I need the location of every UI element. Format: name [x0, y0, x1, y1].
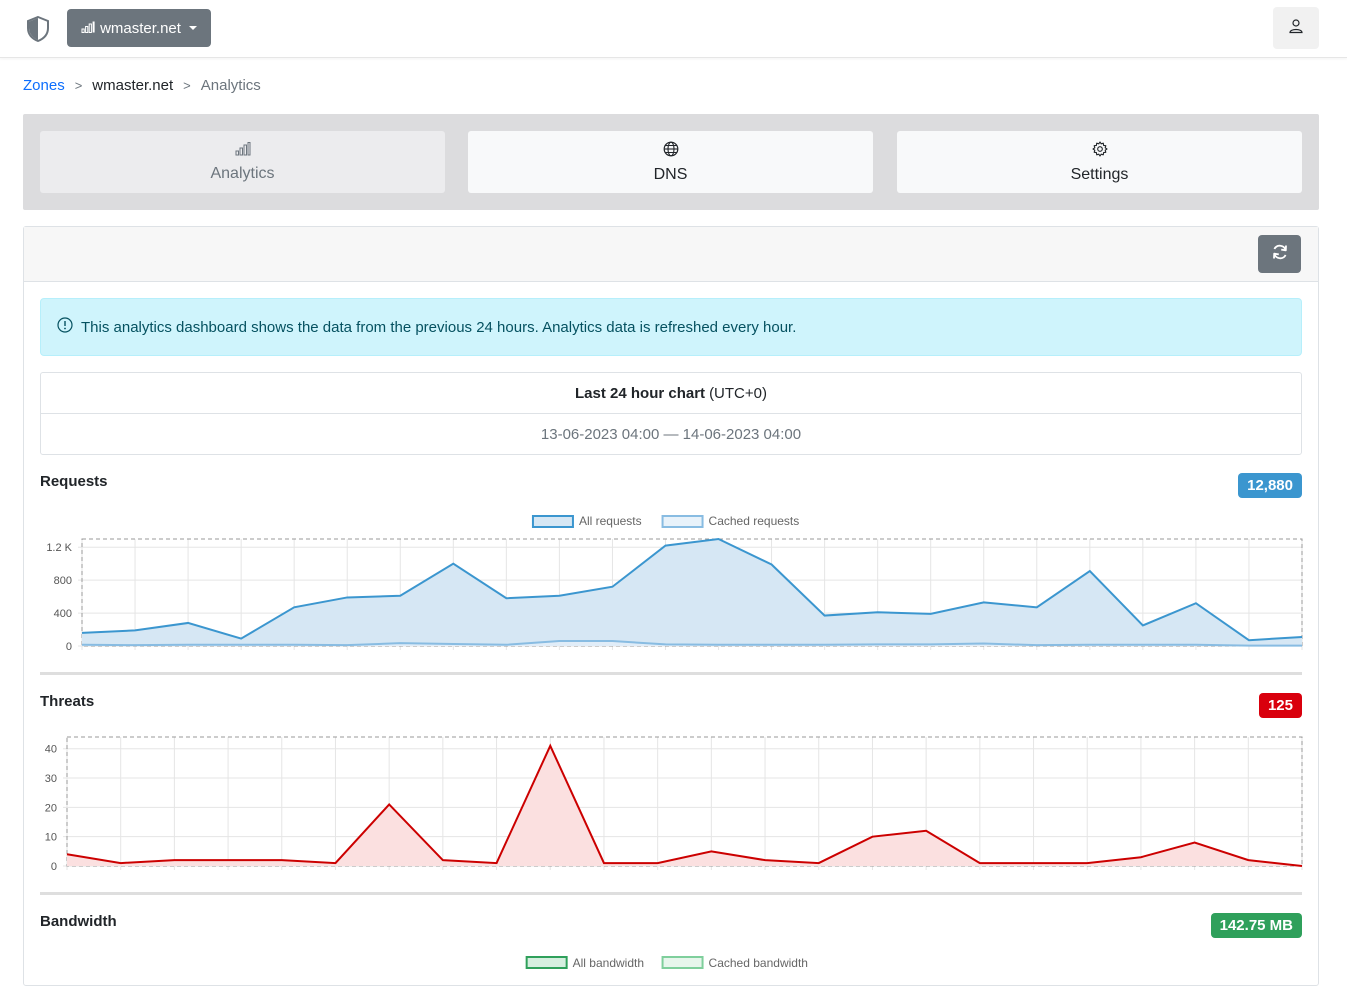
refresh-button[interactable]: [1258, 235, 1301, 273]
threats-title: Threats: [40, 693, 95, 710]
globe-icon: [663, 141, 679, 162]
y-tick-label: 40: [45, 744, 57, 756]
analytics-card: This analytics dashboard shows the data …: [23, 226, 1319, 986]
caret-down-icon: [188, 26, 197, 30]
threats-total-badge: 125: [1258, 693, 1302, 718]
legend-label: Cached requests: [709, 514, 800, 528]
requests-chart: All requests Cached requests 0 400 800 1.2 K: [46, 514, 1303, 653]
tab-dns-label: DNS: [653, 165, 688, 183]
section-divider: [40, 672, 1302, 675]
breadcrumb-zones-link[interactable]: Zones: [23, 77, 65, 94]
navbar: wmaster.net: [0, 0, 1347, 58]
series-area-0: [67, 745, 1302, 866]
range-timezone: (UTC+0): [709, 384, 767, 402]
breadcrumb-separator: >: [74, 78, 83, 93]
date-range-box: Last 24 hour chart (UTC+0) 13-06-2023 04…: [40, 372, 1302, 455]
bar-chart-icon: [235, 141, 251, 161]
signal-bars-icon: [81, 20, 95, 37]
breadcrumb-current: Analytics: [200, 77, 261, 94]
tab-dns[interactable]: DNS: [468, 131, 873, 193]
info-alert-text: This analytics dashboard shows the data …: [81, 318, 797, 336]
user-menu-button[interactable]: [1273, 7, 1319, 49]
zone-tabs: Analytics DNS Settings: [23, 114, 1319, 210]
series-area-0: [82, 539, 1302, 646]
zone-selector-button[interactable]: wmaster.net: [67, 9, 211, 47]
user-icon: [1288, 18, 1304, 39]
y-tick-label: 1.2 K: [46, 542, 72, 554]
legend-label: Cached bandwidth: [709, 956, 808, 970]
breadcrumb-separator: >: [183, 78, 191, 93]
y-tick-label: 800: [54, 575, 72, 587]
card-header: [24, 227, 1318, 282]
legend-swatch-cached: [661, 956, 704, 969]
section-divider: [40, 892, 1302, 895]
y-tick-label: 30: [45, 773, 57, 785]
bandwidth-chart: All bandwidth Cached bandwidth: [525, 956, 808, 970]
legend-swatch-all: [531, 515, 574, 528]
series-line-0: [66, 743, 1303, 867]
y-tick-label: 400: [54, 608, 72, 620]
bandwidth-total-badge: 142.75 MB: [1210, 913, 1302, 938]
legend-label: All requests: [579, 514, 642, 528]
requests-title: Requests: [40, 473, 108, 490]
legend-swatch-all: [525, 956, 568, 969]
y-tick-label: 20: [45, 802, 57, 814]
y-tick-label: 10: [45, 832, 57, 844]
tab-settings[interactable]: Settings: [897, 131, 1302, 193]
range-title-text: Last 24 hour chart: [575, 384, 706, 402]
requests-total-badge: 12,880: [1238, 473, 1302, 498]
series-line-1: [81, 640, 1302, 647]
legend-label: All bandwidth: [573, 956, 644, 970]
shield-logo-icon[interactable]: [26, 15, 50, 43]
plot-frame: [81, 538, 1303, 647]
info-circle-icon: [57, 317, 73, 337]
info-alert: This analytics dashboard shows the data …: [40, 298, 1302, 356]
breadcrumb: Zones > wmaster.net > Analytics: [23, 77, 261, 94]
y-tick-label: 0: [51, 861, 57, 873]
breadcrumb-zone[interactable]: wmaster.net: [92, 77, 174, 94]
series-line-0: [81, 537, 1303, 642]
zone-selector-label: wmaster.net: [100, 19, 181, 37]
range-dates: 13-06-2023 04:00 — 14-06-2023 04:00: [540, 426, 802, 443]
tab-analytics[interactable]: Analytics: [40, 131, 445, 193]
bandwidth-title: Bandwidth: [40, 913, 117, 930]
threats-chart: 0 10 20 30 40: [45, 736, 1303, 873]
tab-analytics-label: Analytics: [210, 164, 275, 182]
legend-swatch-cached: [661, 515, 704, 528]
refresh-icon: [1271, 243, 1289, 266]
y-tick-label: 0: [66, 641, 72, 653]
tab-settings-label: Settings: [1070, 165, 1129, 183]
gear-icon: [1091, 140, 1108, 162]
plot-frame: [66, 736, 1303, 867]
range-title: Last 24 hour chart (UTC+0): [41, 373, 1301, 414]
